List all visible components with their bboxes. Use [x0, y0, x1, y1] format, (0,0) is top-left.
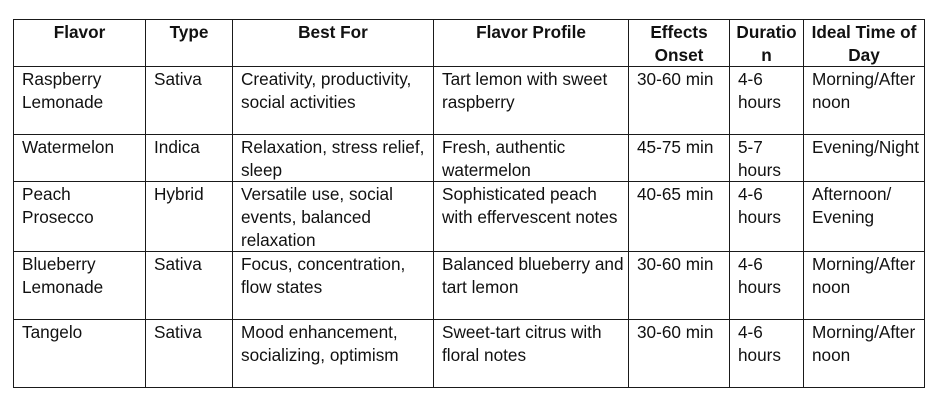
table-row: Tangelo Sativa Mood enhancement, sociali… [13, 319, 925, 389]
cell-ideal-time: Afternoon/ Evening [803, 181, 925, 253]
table-row: Watermelon Indica Relaxation, stress rel… [13, 134, 925, 183]
column-header-effects-onset: Effects Onset [628, 18, 730, 68]
cell-type: Sativa [145, 66, 233, 136]
cell-effects-onset: 30-60 min [628, 66, 730, 136]
column-header-ideal-time: Ideal Time of Day [803, 18, 925, 68]
cell-duration: 5-7 hours [729, 134, 804, 183]
cell-flavor-profile: Sweet-tart citrus with floral notes [433, 319, 629, 389]
column-header-flavor: Flavor [13, 18, 146, 68]
cell-duration: 4-6 hours [729, 66, 804, 136]
cell-type: Indica [145, 134, 233, 183]
cell-duration: 4-6 hours [729, 319, 804, 389]
cell-duration: 4-6 hours [729, 181, 804, 253]
table-row: Peach Prosecco Hybrid Versatile use, soc… [13, 181, 925, 253]
edibles-comparison-table: Flavor Type Best For Flavor Profile Effe… [13, 18, 925, 389]
cell-flavor: Tangelo [13, 319, 146, 389]
cell-best-for: Mood enhancement, socializing, optimism [232, 319, 434, 389]
cell-type: Sativa [145, 319, 233, 389]
cell-best-for: Versatile use, social events, balanced r… [232, 181, 434, 253]
cell-flavor-profile: Tart lemon with sweet raspberry [433, 66, 629, 136]
cell-flavor: Peach Prosecco [13, 181, 146, 253]
cell-effects-onset: 30-60 min [628, 251, 730, 321]
column-header-type: Type [145, 18, 233, 68]
cell-flavor: Watermelon [13, 134, 146, 183]
cell-ideal-time: Morning/Afternoon [803, 251, 925, 321]
cell-type: Hybrid [145, 181, 233, 253]
cell-effects-onset: 40-65 min [628, 181, 730, 253]
cell-effects-onset: 30-60 min [628, 319, 730, 389]
cell-flavor-profile: Fresh, authentic watermelon [433, 134, 629, 183]
cell-ideal-time: Morning/Afternoon [803, 66, 925, 136]
cell-best-for: Creativity, productivity, social activit… [232, 66, 434, 136]
column-header-duration: Duration [729, 18, 804, 68]
column-header-best-for: Best For [232, 18, 434, 68]
column-header-flavor-profile: Flavor Profile [433, 18, 629, 68]
cell-flavor: Blueberry Lemonade [13, 251, 146, 321]
cell-best-for: Focus, concentration, flow states [232, 251, 434, 321]
cell-flavor-profile: Sophisticated peach with effervescent no… [433, 181, 629, 253]
cell-ideal-time: Evening/Night [803, 134, 925, 183]
table-row: Raspberry Lemonade Sativa Creativity, pr… [13, 66, 925, 136]
cell-duration: 4-6 hours [729, 251, 804, 321]
table-header-row: Flavor Type Best For Flavor Profile Effe… [13, 18, 925, 68]
cell-ideal-time: Morning/Afternoon [803, 319, 925, 389]
cell-best-for: Relaxation, stress relief, sleep [232, 134, 434, 183]
cell-flavor: Raspberry Lemonade [13, 66, 146, 136]
edibles-table-container: Flavor Type Best For Flavor Profile Effe… [13, 18, 925, 389]
table-row: Blueberry Lemonade Sativa Focus, concent… [13, 251, 925, 321]
cell-flavor-profile: Balanced blueberry and tart lemon [433, 251, 629, 321]
cell-type: Sativa [145, 251, 233, 321]
cell-effects-onset: 45-75 min [628, 134, 730, 183]
